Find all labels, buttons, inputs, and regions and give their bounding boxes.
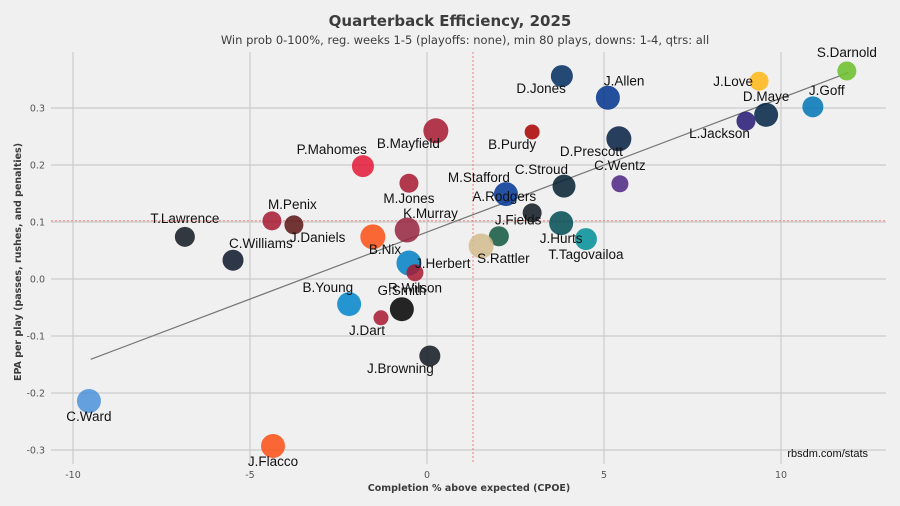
y-tick-label: -0.2: [26, 389, 45, 400]
point-label: J.Dart: [349, 323, 385, 338]
point-label: R.Wilson: [388, 281, 442, 296]
data-point: [419, 345, 441, 367]
data-point: [389, 297, 414, 322]
x-tick-label: -5: [245, 470, 254, 481]
y-tick-label: 0.2: [30, 161, 45, 172]
data-point: [399, 173, 419, 193]
data-point: [736, 111, 756, 131]
data-point: [261, 434, 286, 459]
y-tick-label: 0.0: [30, 275, 45, 286]
data-point: [174, 226, 195, 247]
data-point: [524, 124, 540, 140]
point-label: T.Lawrence: [150, 211, 219, 226]
point-label: J.Browning: [367, 361, 434, 376]
trendline: [90, 72, 849, 360]
reference-lines: [51, 52, 886, 464]
x-tick-label: -10: [65, 470, 81, 481]
point-label: M.Stafford: [448, 170, 510, 185]
data-point: [606, 126, 632, 152]
point-label: G.Smith: [377, 283, 426, 298]
x-axis-label: Completion % above expected (CPOE): [368, 483, 571, 494]
y-axis-label: EPA per play (passes, rushes, and penalt…: [13, 143, 24, 381]
data-point: [493, 182, 518, 207]
data-point: [522, 203, 542, 223]
credit-text: rbsdm.com/stats: [787, 448, 868, 460]
point-label: B.Nix: [369, 242, 402, 257]
point-label: C.Wentz: [594, 158, 646, 173]
data-point: [802, 96, 824, 118]
point-label: S.Rattler: [477, 251, 530, 266]
data-point: [423, 118, 449, 144]
y-tick-label: -0.1: [26, 332, 45, 343]
point-label: C.Stroud: [515, 162, 568, 177]
data-point: [351, 155, 374, 178]
point-label: J.Goff: [809, 83, 845, 98]
tick-labels: -10 -5 0 5 10 -0.3 -0.2 -0.1 0.0 0.1 0.2 0.3: [26, 104, 787, 482]
trendline-group: [90, 72, 849, 360]
data-point: [76, 388, 101, 413]
point-label: B.Mayfield: [377, 136, 440, 151]
data-point: [552, 174, 576, 198]
point-labels-group: S.Darnold J.Love J.Goff D.Maye L.Jackson C.We…: [66, 45, 877, 469]
data-point: [749, 71, 769, 91]
points-group: [76, 61, 857, 459]
point-label: J.Flacco: [248, 454, 298, 469]
data-point: [549, 211, 574, 236]
point-label: B.Young: [303, 280, 354, 295]
data-point: [754, 102, 779, 127]
point-label: J.Herbert: [415, 256, 471, 271]
y-tick-label: 0.1: [30, 218, 45, 229]
data-point: [611, 175, 629, 193]
x-tick-label: 0: [424, 470, 430, 481]
point-label: D.Prescott: [560, 144, 623, 159]
data-point: [595, 85, 620, 110]
data-point: [574, 228, 597, 251]
y-tick-label: -0.3: [26, 446, 45, 457]
data-point: [262, 211, 282, 231]
point-label: A.Rodgers: [472, 189, 536, 204]
point-label: K.Murray: [403, 206, 458, 221]
data-point: [360, 224, 386, 250]
grid: [51, 52, 886, 464]
data-point: [550, 65, 573, 88]
point-label: C.Williams: [229, 236, 293, 251]
data-point: [337, 292, 362, 317]
data-point: [488, 226, 509, 247]
data-point: [406, 264, 424, 282]
point-label: J.Daniels: [290, 230, 346, 245]
data-point: [468, 233, 494, 259]
data-point: [837, 61, 857, 81]
point-label: B.Purdy: [488, 137, 536, 152]
point-label: J.Hurts: [540, 231, 583, 246]
y-tick-label: 0.3: [30, 104, 45, 115]
point-label: T.Tagovailoa: [548, 247, 624, 262]
point-label: J.Love: [713, 74, 753, 89]
point-label: C.Ward: [66, 409, 111, 424]
data-point: [222, 249, 244, 271]
data-point: [284, 215, 304, 235]
point-label: J.Fields: [495, 212, 542, 227]
x-tick-label: 5: [601, 470, 607, 481]
point-label: P.Mahomes: [297, 142, 368, 157]
point-label: S.Darnold: [817, 45, 877, 60]
data-point: [394, 217, 420, 243]
x-tick-label: 10: [775, 470, 787, 481]
point-label: L.Jackson: [689, 126, 750, 141]
point-label: J.Allen: [604, 74, 645, 89]
point-label: D.Jones: [516, 81, 566, 96]
point-label: M.Penix: [268, 197, 317, 212]
chart-subtitle: Win prob 0-100%, reg. weeks 1-5 (playoff…: [221, 33, 709, 47]
point-label: M.Jones: [383, 191, 434, 206]
point-label: D.Maye: [743, 89, 790, 104]
data-point: [373, 310, 389, 326]
chart-title: Quarterback Efficiency, 2025: [329, 12, 572, 30]
